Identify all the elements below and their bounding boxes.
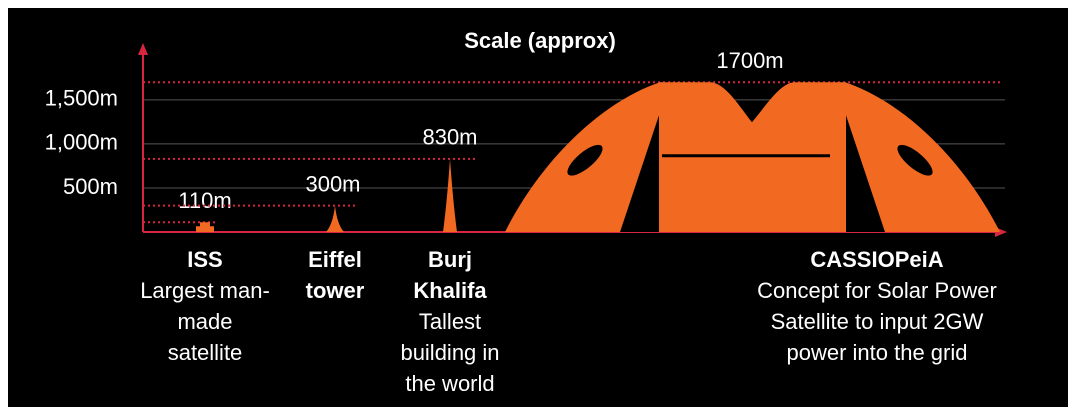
value-label: 300m — [305, 171, 360, 196]
category-label: ISS Largest man-made satellite — [140, 244, 270, 368]
value-label: 110m — [178, 188, 231, 213]
object-shape — [443, 158, 457, 232]
category-description: Largest man-made satellite — [140, 278, 270, 365]
y-axis-arrow — [138, 43, 148, 55]
category-description: Tallest building in the world — [400, 309, 500, 396]
cutout — [662, 154, 830, 158]
value-label: 1700m — [716, 48, 783, 73]
y-tick-label: 500m — [63, 174, 118, 199]
category-name: ISS — [187, 247, 223, 272]
cutout — [567, 144, 603, 176]
cutout — [897, 144, 933, 176]
object-shape — [196, 222, 214, 232]
chart-title: Scale (approx) — [464, 28, 616, 53]
category-label: Eiffel tower — [295, 244, 375, 306]
category-name: Eiffel tower — [305, 247, 365, 303]
category-description: Concept for Solar Power Satellite to inp… — [757, 278, 997, 365]
category-name: CASSIOPeiA — [810, 247, 944, 272]
y-tick-label: 1,500m — [45, 86, 118, 111]
category-name: Burj Khalifa — [413, 247, 487, 303]
category-label: CASSIOPeiA Concept for Solar Power Satell… — [757, 244, 997, 368]
category-label: Burj Khalifa Tallest building in the worl… — [395, 244, 505, 399]
value-label: 830m — [422, 125, 477, 150]
cutout — [620, 112, 885, 232]
y-tick-label: 1,000m — [45, 130, 118, 155]
object-shape — [326, 205, 344, 232]
